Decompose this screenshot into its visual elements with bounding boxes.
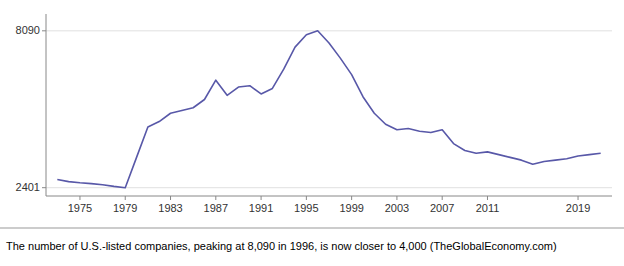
x-tick (442, 196, 443, 200)
x-tick (79, 196, 80, 200)
y-tick (42, 30, 46, 31)
x-tick-label: 1979 (113, 202, 137, 214)
x-tick-label: 2003 (385, 202, 409, 214)
x-tick (487, 196, 488, 200)
grid (46, 31, 612, 188)
x-tick (396, 196, 397, 200)
plot-area (57, 31, 600, 188)
y-tick-label: 2401 (16, 181, 40, 193)
x-tick-label: 1975 (68, 202, 92, 214)
caption: The number of U.S.-listed companies, pea… (6, 240, 557, 252)
x-tick (578, 196, 579, 200)
x-tick (351, 196, 352, 200)
y-tick-label: 8090 (16, 24, 40, 36)
x-tick-label: 1983 (158, 202, 182, 214)
separator (0, 228, 624, 229)
x-tick-label: 2007 (430, 202, 454, 214)
x-tick-label: 2011 (476, 202, 500, 214)
grid-line (46, 187, 612, 188)
chart: 2401 8090 1975 1979 1983 1987 1991 1995 1999 2003… (0, 0, 624, 266)
y-axis (46, 14, 47, 196)
x-tick-label: 1987 (204, 202, 228, 214)
x-tick-label: 1991 (249, 202, 273, 214)
x-tick-label: 1995 (294, 202, 318, 214)
x-tick-label: 2019 (566, 202, 590, 214)
x-tick (261, 196, 262, 200)
grid-line (46, 30, 612, 31)
x-tick (125, 196, 126, 200)
x-tick (170, 196, 171, 200)
x-tick (215, 196, 216, 200)
line (57, 31, 600, 188)
x-axis (46, 196, 612, 197)
y-tick (42, 187, 46, 188)
x-tick-label: 1999 (339, 202, 363, 214)
x-tick (306, 196, 307, 200)
